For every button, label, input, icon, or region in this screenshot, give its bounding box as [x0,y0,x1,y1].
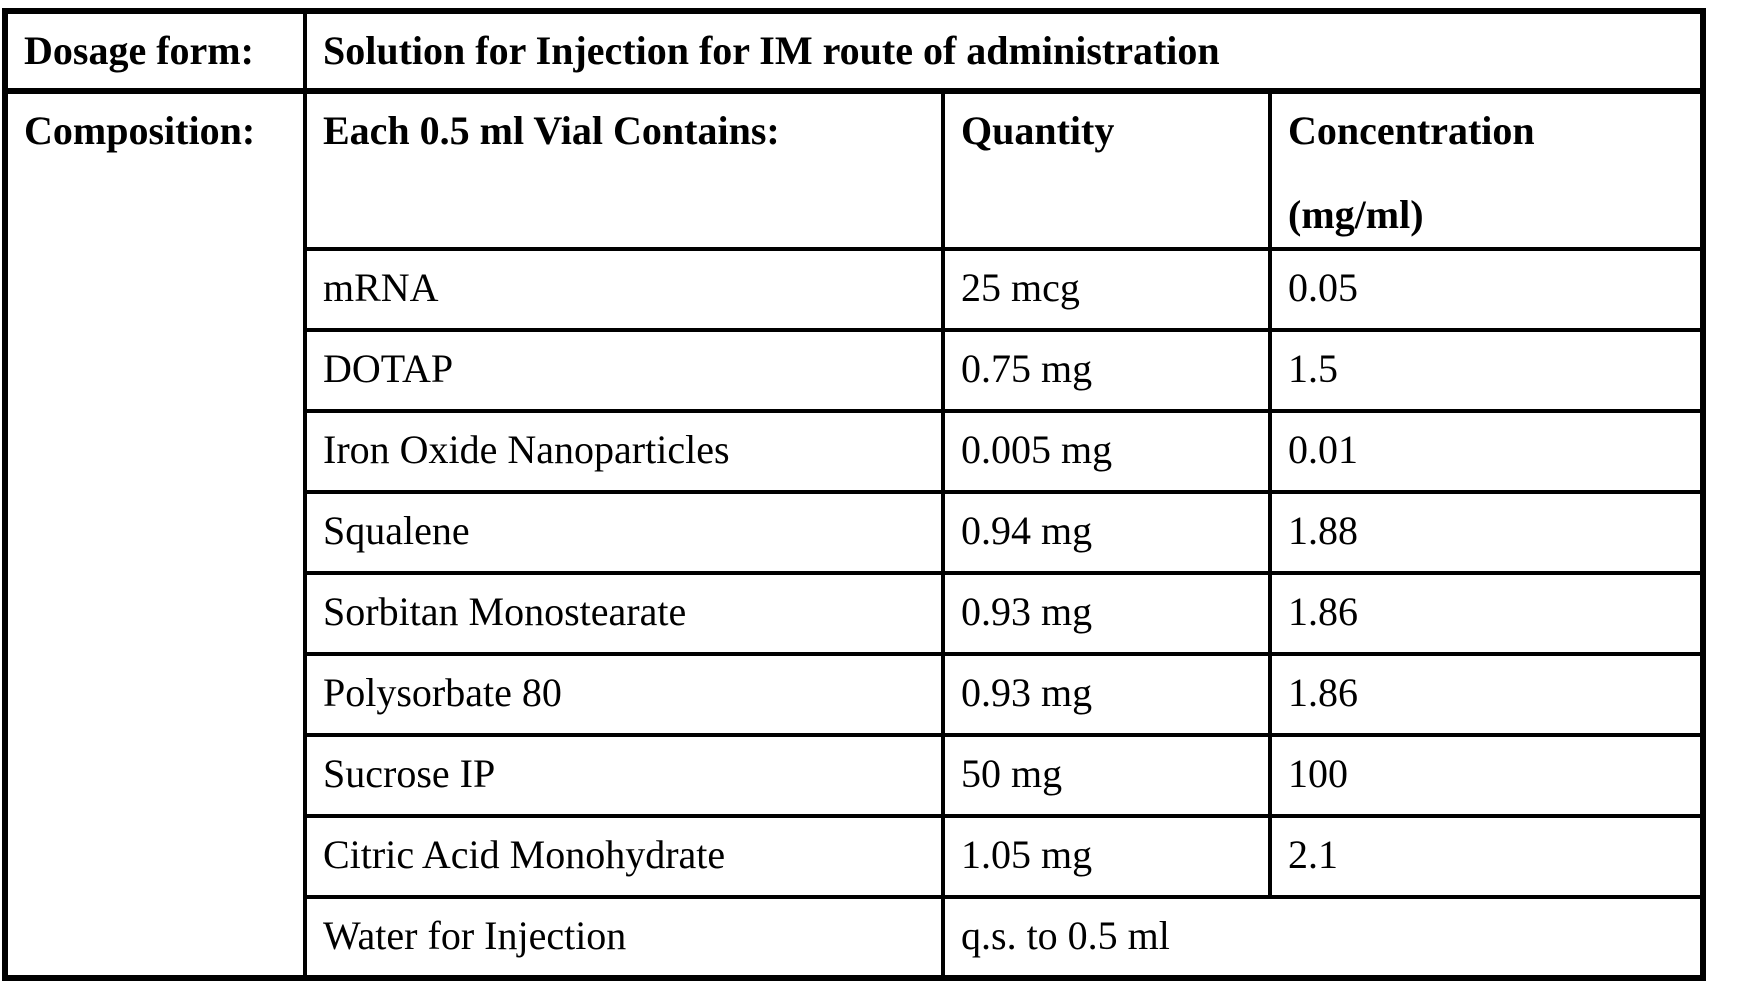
concentration-header-unit: (mg/ml) [1288,192,1424,237]
column-header-quantity: Quantity [941,89,1272,251]
ingredient-concentration: 1.5 [1268,328,1705,413]
dosage-form-value: Solution for Injection for IM route of a… [303,9,1705,94]
ingredient-concentration: 1.86 [1268,652,1705,737]
ingredient-name: DOTAP [303,328,945,413]
ingredient-row: Citric Acid Monohydrate 1.05 mg 2.1 [5,814,1705,899]
ingredient-name: Squalene [303,490,945,575]
composition-table: Dosage form: Solution for Injection for … [2,8,1706,981]
column-header-contains: Each 0.5 ml Vial Contains: [303,89,945,251]
composition-label: Composition: [3,89,307,980]
ingredient-row: Sorbitan Monostearate 0.93 mg 1.86 [5,571,1705,656]
ingredient-name: mRNA [303,247,945,332]
ingredient-row: Polysorbate 80 0.93 mg 1.86 [5,652,1705,737]
ingredient-name: Polysorbate 80 [303,652,945,737]
ingredient-quantity: 0.93 mg [941,652,1272,737]
ingredient-row: mRNA 25 mcg 0.05 [5,247,1705,332]
dosage-form-label: Dosage form: [3,9,307,94]
ingredient-name: Iron Oxide Nanoparticles [303,409,945,494]
ingredient-name: Citric Acid Monohydrate [303,814,945,899]
ingredient-quantity: 25 mcg [941,247,1272,332]
ingredient-concentration: 100 [1268,733,1705,818]
concentration-header-line1: Concentration [1288,108,1535,153]
ingredient-row: Sucrose IP 50 mg 100 [5,733,1705,818]
water-row: Water for Injection q.s. to 0.5 ml [5,895,1705,980]
ingredient-row: DOTAP 0.75 mg 1.5 [5,328,1705,413]
ingredient-concentration: 1.88 [1268,490,1705,575]
ingredient-quantity: 0.94 mg [941,490,1272,575]
ingredient-concentration: 1.86 [1268,571,1705,656]
ingredient-row: Squalene 0.94 mg 1.88 [5,490,1705,575]
ingredient-name: Sorbitan Monostearate [303,571,945,656]
composition-header-row: Composition: Each 0.5 ml Vial Contains: … [3,89,1705,980]
ingredient-row: Iron Oxide Nanoparticles 0.005 mg 0.01 [5,409,1705,494]
ingredient-quantity: 50 mg [941,733,1272,818]
column-header-concentration: Concentration (mg/ml) [1268,89,1705,251]
ingredient-concentration: 0.05 [1268,247,1705,332]
ingredient-quantity: 0.005 mg [941,409,1272,494]
ingredient-quantity: 1.05 mg [941,814,1272,899]
water-qs-value: q.s. to 0.5 ml [941,895,1705,980]
dosage-form-row: Dosage form: Solution for Injection for … [3,9,1705,94]
ingredient-name: Sucrose IP [303,733,945,818]
ingredient-concentration: 2.1 [1268,814,1705,899]
ingredient-quantity: 0.75 mg [941,328,1272,413]
ingredient-quantity: 0.93 mg [941,571,1272,656]
ingredient-name: Water for Injection [303,895,945,980]
ingredient-concentration: 0.01 [1268,409,1705,494]
